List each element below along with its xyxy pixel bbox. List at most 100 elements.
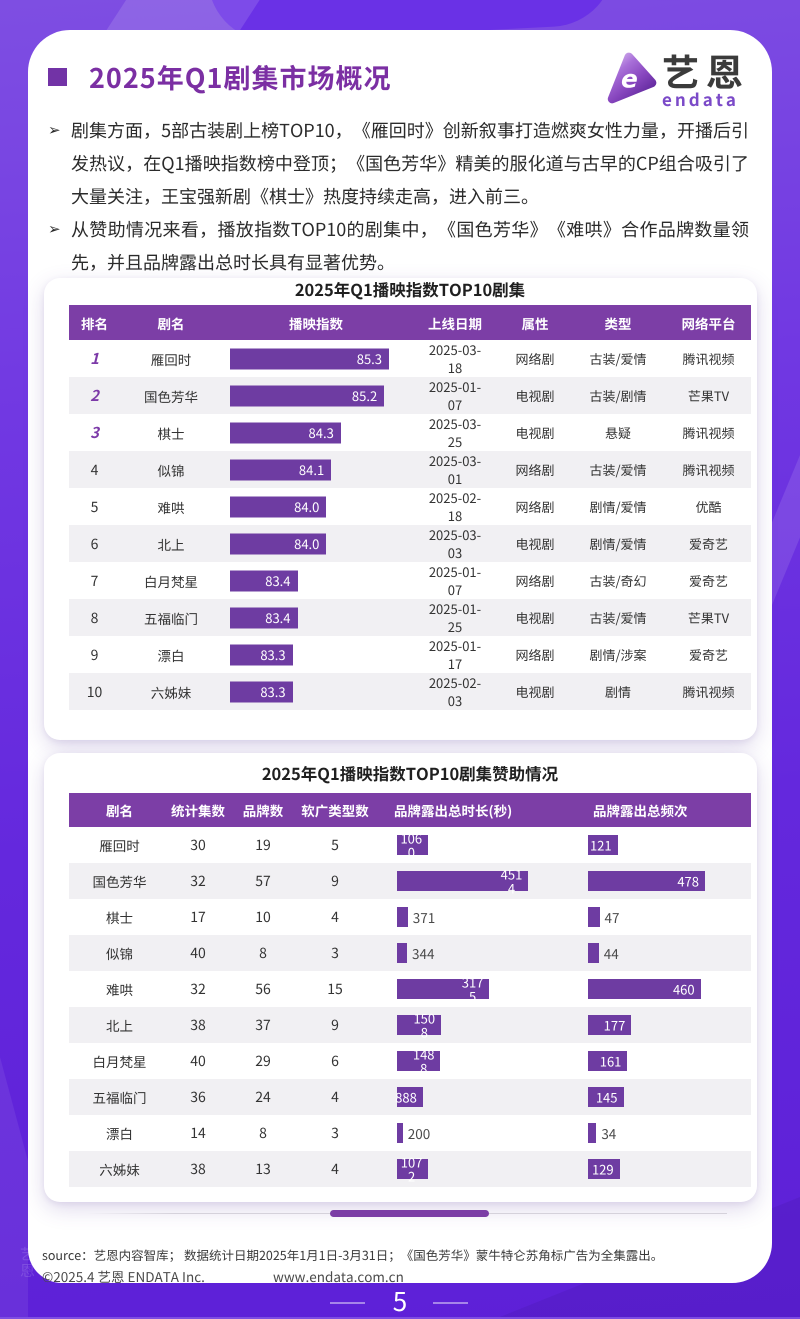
genre-cell: 古装/爱情 — [589, 349, 647, 368]
horizontal-scrollbar-thumb[interactable] — [330, 1210, 489, 1217]
playback-index-bar: 83.4 — [230, 570, 298, 591]
playback-row-六姊妹: 10 六姊妹 83.3 2025-02- 03 电视剧 剧情 腾讯视频 — [69, 673, 751, 710]
playback-index-bar: 85.3 — [230, 348, 389, 369]
sponsor-row-国色芳华: 国色芳华 32 57 9 4514 478 — [69, 863, 751, 899]
exposure-frequency-value: 121 — [589, 835, 612, 855]
playback-table-body: 1 雁回时 85.3 2025-03- 18 网络剧 古装/爱情 腾讯视频 2 国色芳华 85.2 2… — [69, 340, 751, 710]
drama-name-cell: 五福临门 — [144, 607, 198, 628]
exposure-frequency-value: 129 — [591, 1159, 614, 1179]
platform-cell: 腾讯视频 — [682, 423, 735, 442]
page-number: 5 — [392, 1282, 408, 1319]
logo-text-zh: 艺恩 — [662, 43, 750, 97]
exposure-frequency-value: 177 — [603, 1015, 626, 1035]
playback-row-国色芳华: 2 国色芳华 85.2 2025-01- 07 电视剧 古装/剧情 芒果TV — [69, 377, 751, 414]
platform-cell: 腾讯视频 — [682, 460, 735, 479]
soft-ad-types-cell: 5 — [331, 835, 339, 855]
endata-logo: e 艺恩 endata — [604, 50, 750, 107]
genre-cell: 古装/奇幻 — [589, 571, 647, 590]
episodes-cell: 14 — [190, 1123, 206, 1143]
rank-cell: 8 — [90, 607, 99, 628]
drama-name-cell: 雁回时 — [150, 348, 192, 369]
column-header-播映指数: 播映指数 — [289, 312, 343, 333]
column-header-品牌数: 品牌数 — [242, 800, 284, 820]
column-header-品牌露出总频次: 品牌露出总频次 — [593, 800, 688, 820]
genre-cell: 古装/爱情 — [589, 460, 647, 479]
exposure-frequency-bar — [588, 943, 599, 963]
playback-index-bar: 84.0 — [230, 533, 327, 554]
platform-cell: 腾讯视频 — [682, 682, 735, 701]
brand-count-cell: 10 — [255, 907, 271, 927]
platform-cell: 芒果TV — [687, 608, 730, 627]
exposure-frequency-bar: 145 — [588, 1087, 624, 1107]
release-date-cell: 2025-03- 01 — [428, 450, 482, 488]
playback-index-bar: 84.1 — [230, 459, 332, 480]
exposure-frequency-value: 161 — [599, 1051, 622, 1071]
attribute-cell: 电视剧 — [515, 682, 555, 701]
drama-name-cell: 似锦 — [106, 943, 133, 963]
title-bullet-square — [48, 68, 67, 86]
playback-row-难哄: 5 难哄 84.0 2025-02- 18 网络剧 剧情/爱情 优酷 — [69, 488, 751, 525]
exposure-frequency-cell: 478 — [578, 863, 751, 899]
drama-name-cell: 似锦 — [157, 459, 185, 480]
release-date-cell: 2025-01- 17 — [428, 635, 482, 673]
column-header-网络平台: 网络平台 — [681, 312, 736, 333]
playback-index-bar-cell: 83.3 — [222, 636, 410, 673]
exposure-duration-bar — [397, 907, 408, 927]
playback-index-bar: 84.0 — [230, 496, 327, 517]
playback-index-bar-cell: 83.3 — [222, 673, 410, 710]
drama-name-cell: 白月梵星 — [144, 570, 198, 591]
website-link[interactable]: www.endata.com.cn — [273, 1266, 404, 1286]
exposure-duration-cell: 888 — [370, 1079, 578, 1115]
drama-name-cell: 难哄 — [157, 496, 185, 517]
playback-index-value: 83.4 — [265, 571, 291, 590]
playback-index-bar: 85.2 — [230, 385, 385, 406]
genre-cell: 剧情/爱情 — [589, 534, 647, 553]
exposure-duration-value: 888 — [395, 1087, 417, 1107]
exposure-duration-cell: 371 — [370, 899, 578, 935]
column-header-软广类型数: 软广类型数 — [301, 800, 369, 820]
drama-name-cell: 难哄 — [106, 979, 133, 999]
soft-ad-types-cell: 3 — [331, 1123, 339, 1143]
summary-bullet-text: 从赞助情况来看，播放指数TOP10的剧集中，《国色芳华》《难哄》合作品牌数量领先… — [71, 216, 749, 275]
genre-cell: 古装/爱情 — [589, 608, 647, 627]
page-number-line-left — [330, 1302, 365, 1304]
exposure-duration-bar — [397, 1123, 403, 1143]
drama-name-cell: 六姊妹 — [150, 681, 192, 702]
exposure-duration-cell: 344 — [370, 935, 578, 971]
rank-cell: 1 — [90, 348, 99, 369]
sponsor-row-雁回时: 雁回时 30 19 5 1060 121 — [69, 827, 751, 863]
exposure-duration-value: 1072 — [400, 1152, 423, 1185]
drama-name-cell: 国色芳华 — [144, 385, 198, 406]
release-date-cell: 2025-02- 18 — [428, 487, 482, 525]
exposure-duration-bar: 888 — [395, 1087, 423, 1107]
sponsor-table-card: 2025年Q1播映指数TOP10剧集赞助情况 剧名 统计集数 品牌数 软广类型数 品牌露… — [44, 753, 757, 1202]
exposure-frequency-bar — [588, 1123, 597, 1143]
genre-cell: 剧情 — [604, 682, 631, 701]
playback-table-header: 排名 剧名 播映指数 上线日期 属性 类型 网络平台 — [69, 305, 751, 340]
attribute-cell: 网络剧 — [515, 571, 555, 590]
exposure-duration-bar: 1488 — [397, 1047, 441, 1074]
sponsor-table-body: 雁回时 30 19 5 1060 121 国色芳华 32 57 9 4514 478 棋士 17 10 4 37… — [69, 827, 751, 1187]
arrow-bullet-icon: ➢ — [48, 220, 61, 238]
attribute-cell: 网络剧 — [515, 497, 555, 516]
playback-row-棋士: 3 棋士 84.3 2025-03- 25 电视剧 悬疑 腾讯视频 — [69, 414, 751, 451]
exposure-duration-cell: 1072 — [370, 1151, 578, 1187]
drama-name-cell: 漂白 — [157, 644, 185, 665]
playback-row-漂白: 9 漂白 83.3 2025-01- 17 网络剧 剧情/涉案 爱奇艺 — [69, 636, 751, 673]
playback-index-bar-cell: 84.3 — [222, 414, 410, 451]
exposure-frequency-cell: 145 — [578, 1079, 751, 1115]
source-note: source：艺恩内容智库； 数据统计日期2025年1月1日-3月31日；《国色… — [42, 1245, 664, 1264]
arrow-bullet-icon: ➢ — [48, 121, 61, 139]
playback-index-value: 83.4 — [265, 608, 291, 627]
exposure-frequency-value: 145 — [595, 1087, 618, 1107]
exposure-duration-bar: 1072 — [397, 1155, 429, 1182]
attribute-cell: 电视剧 — [515, 534, 555, 553]
exposure-duration-bar: 3175 — [397, 975, 490, 1002]
column-header-排名: 排名 — [81, 312, 108, 333]
playback-index-bar-cell: 84.0 — [222, 488, 410, 525]
brand-count-cell: 24 — [255, 1087, 271, 1107]
exposure-frequency-value: 44 — [603, 943, 619, 963]
playback-row-雁回时: 1 雁回时 85.3 2025-03- 18 网络剧 古装/爱情 腾讯视频 — [69, 340, 751, 377]
rank-cell: 4 — [90, 459, 99, 480]
playback-index-value: 83.3 — [260, 682, 286, 701]
